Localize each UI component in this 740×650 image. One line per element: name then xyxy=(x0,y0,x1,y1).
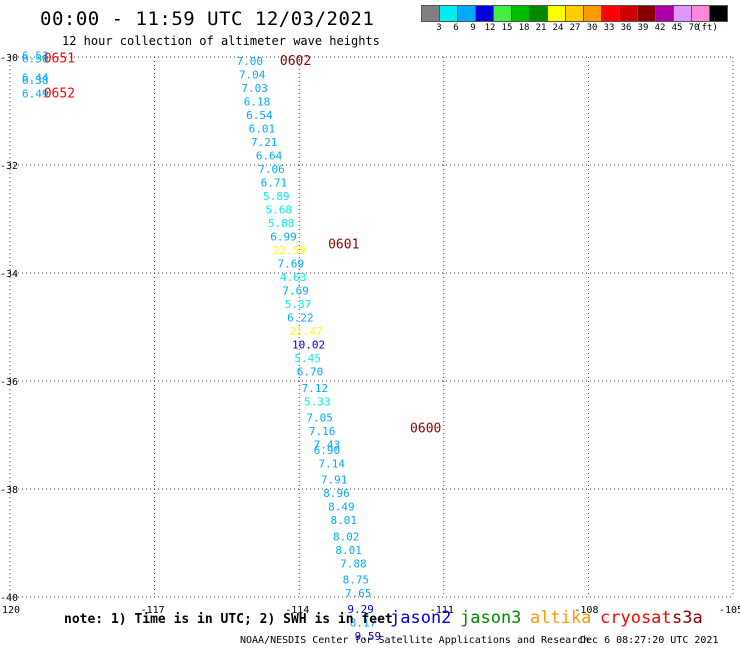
wave-height-value: 7.69 xyxy=(282,285,309,298)
wave-height-value: 8.02 xyxy=(333,530,360,543)
wave-height-value: 6.53 xyxy=(22,50,49,63)
color-scale-label: 42 xyxy=(654,23,666,33)
note-text: note: 1) Time is in UTC; 2) SWH is in fe… xyxy=(64,612,393,627)
legend-cryosat: cryosat xyxy=(600,608,672,628)
wave-height-value: 7.00 xyxy=(237,55,263,68)
wave-height-value: 7.12 xyxy=(302,382,329,395)
x-tick-label: -111 xyxy=(430,605,454,616)
x-tick-label: -105 xyxy=(719,605,740,616)
wave-height-value: 5.89 xyxy=(263,190,290,203)
legend-jason3: jason3 xyxy=(460,608,522,628)
wave-height-value: 8.96 xyxy=(323,487,350,500)
wave-height-value: 7.21 xyxy=(251,136,278,149)
wave-height-value: 6.49 xyxy=(22,88,49,101)
pass-time-label: 0602 xyxy=(280,54,311,69)
wave-height-value: 6.01 xyxy=(249,123,276,136)
wave-height-value: 5.68 xyxy=(265,204,292,217)
wave-height-value: 6.38 xyxy=(22,74,49,87)
x-tick-label: -108 xyxy=(574,605,598,616)
wave-height-value: 8.49 xyxy=(328,501,355,514)
y-tick-label: -34 xyxy=(0,269,18,280)
wave-height-value: 6.44 xyxy=(22,71,49,84)
wave-height-value: 6.18 xyxy=(244,96,271,109)
page-title: 00:00 - 11:59 UTC 12/03/2021 xyxy=(40,8,375,30)
wave-height-value: 6.71 xyxy=(261,177,288,190)
color-scale-label: 39 xyxy=(637,23,649,33)
page-subtitle: 12 hour collection of altimeter wave hei… xyxy=(62,34,380,48)
wave-height-value: 6.90 xyxy=(314,444,341,457)
wave-height-value: 7.05 xyxy=(306,412,333,425)
wave-height-value: 8.75 xyxy=(343,574,370,587)
color-scale-label: 33 xyxy=(603,23,615,33)
pass-time-label: 0601 xyxy=(328,238,359,253)
wave-height-value: 8.01 xyxy=(331,514,358,527)
wave-height-value: 6.70 xyxy=(297,366,324,379)
color-scale-label: 3 xyxy=(436,23,442,33)
color-scale-label: 30 xyxy=(586,23,598,33)
color-scale-legend: 3 6 9 12 15 18 21 24 27 30 33 36 39 42 45 70 (ft) xyxy=(421,5,728,33)
color-scale-label: (ft) xyxy=(696,23,718,33)
wave-height-value: 7.91 xyxy=(321,474,348,487)
color-scale-label: 9 xyxy=(470,23,476,33)
pass-time-label: 0651 xyxy=(44,51,75,66)
color-swatch xyxy=(709,5,728,22)
wave-height-value: 7.43 xyxy=(314,439,341,452)
wave-height-value: 8.01 xyxy=(335,544,362,557)
wave-height-value: 5.45 xyxy=(294,352,321,365)
wave-height-value: 7.16 xyxy=(309,425,336,438)
color-scale-label: 45 xyxy=(671,23,683,33)
legend-s3a: s3a xyxy=(672,608,703,628)
wave-height-value: 5.88 xyxy=(268,217,295,230)
footer-credit: NOAA/NESDIS Center for Satellite Applica… xyxy=(240,635,590,646)
color-scale-label: 70 xyxy=(688,23,700,33)
wave-height-value: 7.03 xyxy=(241,82,267,95)
y-tick-label: -36 xyxy=(0,377,18,388)
color-scale-label: 18 xyxy=(518,23,530,33)
y-tick-label: -30 xyxy=(0,53,18,64)
color-scale-label: 36 xyxy=(620,23,632,33)
color-scale-swatches xyxy=(421,5,728,22)
wave-height-value: 9.29 xyxy=(347,603,374,616)
wave-height-value: 4.63 xyxy=(280,271,307,284)
color-scale-label: 21 xyxy=(535,23,547,33)
wave-height-value: 6.50 xyxy=(22,52,49,65)
wave-height-value: 5.33 xyxy=(304,395,331,408)
wave-height-value: 7.65 xyxy=(345,587,372,600)
x-tick-label: -117 xyxy=(141,605,165,616)
color-scale-label: 27 xyxy=(569,23,581,33)
wave-height-value: 9.59 xyxy=(355,630,382,643)
y-tick-label: -40 xyxy=(0,593,18,604)
pass-time-label: 0600 xyxy=(410,421,441,436)
wave-height-value: 5.37 xyxy=(285,298,312,311)
x-tick-label: -114 xyxy=(285,605,309,616)
color-scale-label: 12 xyxy=(484,23,496,33)
pass-time-label: 0652 xyxy=(44,87,75,102)
wave-height-value: 7.69 xyxy=(278,258,305,271)
wave-height-value: 7.88 xyxy=(340,557,367,570)
wave-height-value: 7.04 xyxy=(239,69,266,82)
wave-height-value: 7.14 xyxy=(318,457,345,470)
legend-altika: altika xyxy=(530,608,592,628)
color-scale-label: 24 xyxy=(552,23,564,33)
footer-timestamp: Dec 6 08:27:20 UTC 2021 xyxy=(580,635,719,646)
legend-jason2: jason2 xyxy=(390,608,452,628)
x-tick-label: -120 xyxy=(0,605,20,616)
wave-height-value: 6.22 xyxy=(287,312,314,325)
color-scale-label: 6 xyxy=(453,23,459,33)
wave-height-value: 7.06 xyxy=(258,163,285,176)
y-tick-label: -38 xyxy=(0,485,18,496)
color-scale-label: 15 xyxy=(501,23,513,33)
wave-height-value: 21.47 xyxy=(290,325,323,338)
wave-height-value: 6.64 xyxy=(256,150,283,163)
wave-height-value: 22.59 xyxy=(273,244,306,257)
wave-height-value: 6.99 xyxy=(270,231,297,244)
wave-height-value: 6.54 xyxy=(246,109,273,122)
y-tick-label: -32 xyxy=(0,161,18,172)
wave-height-value: 10.02 xyxy=(292,339,325,352)
wave-height-value: 8.17 xyxy=(350,617,377,630)
